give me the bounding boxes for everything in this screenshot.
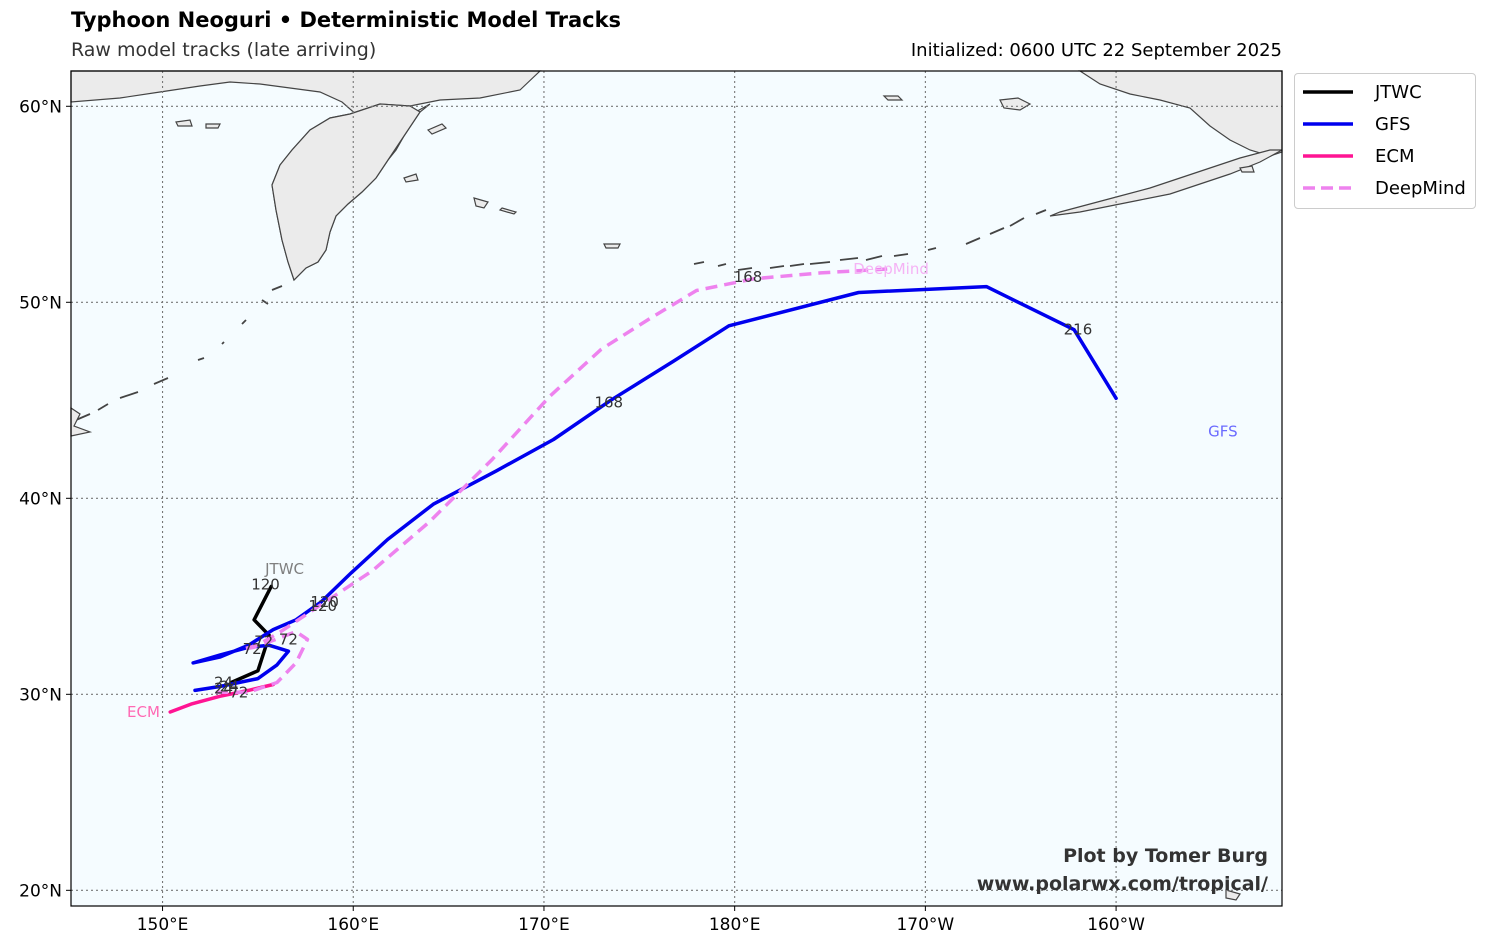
track-end-label-gfs: GFS <box>1208 423 1238 441</box>
credit-author: Plot by Tomer Burg <box>1063 845 1268 867</box>
legend-item-ecm: ECM <box>1303 144 1475 168</box>
track-gfs <box>191 284 1118 693</box>
legend-item-gfs: GFS <box>1303 112 1475 136</box>
island <box>999 97 1032 111</box>
track-deepmind <box>215 267 888 695</box>
island <box>426 123 448 135</box>
lat-tick-label: 20°N <box>19 881 62 901</box>
forecast-hour-label: 72 <box>229 683 248 701</box>
track-end-label-ecm: ECM <box>127 703 160 721</box>
lon-tick-label: 160°W <box>1087 915 1145 935</box>
chart-title: Typhoon Neoguri • Deterministic Model Tr… <box>71 8 622 32</box>
track-end-label-deepmind: DeepMind <box>853 260 929 278</box>
forecast-hour-label: 24 <box>220 677 239 695</box>
aleutian-islands <box>693 209 1047 271</box>
forecast-hour-label: 120 <box>251 576 280 594</box>
credit-url: www.polarwx.com/tropical/ <box>976 873 1268 895</box>
kamchatka-tip <box>271 103 421 282</box>
forecast-hour-label: 120 <box>310 593 339 611</box>
island <box>175 119 193 127</box>
forecast-hour-label: 120 <box>308 597 337 615</box>
legend-label-deepmind: DeepMind <box>1375 178 1466 199</box>
forecast-hour-label: 24 <box>214 674 233 692</box>
map-frame <box>70 70 1283 907</box>
lon-tick-label: 170°E <box>518 915 570 935</box>
legend-swatch-gfs <box>1303 122 1353 126</box>
forecast-hour-label: 72 <box>243 640 262 658</box>
lat-tick-label: 30°N <box>19 685 62 705</box>
lon-tick-label: 160°E <box>327 915 379 935</box>
lon-tick-label: 180°E <box>709 915 761 935</box>
track-labels: 2472120JTWC2472120168216GFS2472ECM721201… <box>127 260 1238 721</box>
legend-label-gfs: GFS <box>1375 114 1411 135</box>
land-features <box>70 70 1283 901</box>
island <box>473 197 489 209</box>
forecast-hour-label: 168 <box>594 393 623 411</box>
track-jtwc <box>229 584 273 685</box>
forecast-hour-label: 24 <box>214 679 233 697</box>
legend-item-jtwc: JTWC <box>1303 80 1475 104</box>
island <box>1225 889 1241 901</box>
model-tracks <box>168 267 1118 714</box>
lat-tick-label: 40°N <box>19 489 62 509</box>
island <box>403 173 419 183</box>
forecast-hour-label: 72 <box>254 632 273 650</box>
legend-item-deepmind: DeepMind <box>1303 176 1475 200</box>
lon-tick-label: 170°W <box>896 915 954 935</box>
forecast-hour-label: 168 <box>734 268 763 286</box>
track-end-label-jtwc: JTWC <box>264 560 304 578</box>
legend-swatch-jtwc <box>1303 90 1353 94</box>
ocean-background <box>71 71 1282 906</box>
axis-ticks: 20°N 30°N 40°N 50°N 60°N 150°E 160°E 170°E 180°E… <box>19 97 1145 935</box>
forecast-hour-label: 72 <box>279 630 298 648</box>
legend-label-jtwc: JTWC <box>1375 82 1422 103</box>
kuril-islands <box>75 285 283 421</box>
alaska-peninsula <box>1049 149 1283 217</box>
initialized-time: Initialized: 0600 UTC 22 September 2025 <box>910 40 1282 61</box>
island <box>1239 165 1255 173</box>
island <box>882 95 904 101</box>
legend: JTWC GFS ECM DeepMind <box>1294 73 1476 209</box>
legend-label-ecm: ECM <box>1375 146 1415 167</box>
island <box>498 207 518 215</box>
legend-swatch-ecm <box>1303 154 1353 158</box>
chart-subtitle: Raw model tracks (late arriving) <box>71 39 377 61</box>
lon-tick-label: 150°E <box>137 915 189 935</box>
lat-tick-label: 60°N <box>19 97 62 117</box>
lat-tick-label: 50°N <box>19 293 62 313</box>
forecast-hour-label: 216 <box>1064 321 1093 339</box>
legend-swatch-deepmind <box>1303 186 1353 190</box>
island <box>603 243 621 249</box>
island <box>205 123 221 129</box>
